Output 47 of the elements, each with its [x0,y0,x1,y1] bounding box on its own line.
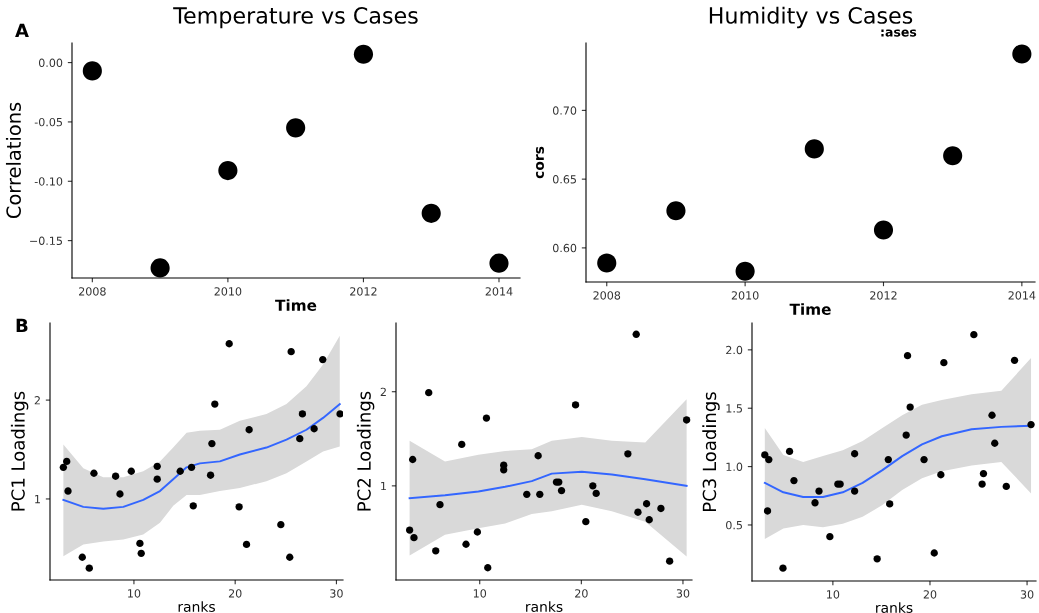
y-tick-label: 0.60 [552,243,577,253]
x-tick-label: 30 [676,589,690,598]
x-tick-label: 10 [473,589,487,598]
y-tick-label: 0.5 [726,520,742,530]
y-tick-label: 2 [380,387,386,396]
y-axis-title: PC2 Loadings [356,391,375,511]
x-tick-label: 2012 [350,287,377,296]
x-tick-label: 2012 [870,291,897,300]
y-axis-title: PC1 Loadings [10,391,29,511]
x-tick-label: 30 [1020,590,1034,599]
y-tick-label: 0.00 [38,58,63,67]
y-tick-label: -0.05 [34,117,62,127]
text: B [16,318,28,332]
x-tick-label: 20 [923,590,937,599]
x-axis-title: ranks [526,601,563,612]
x-axis-title: ranks [178,601,215,612]
x-tick-label: 2008 [79,287,106,296]
text: :ases [881,29,917,37]
chart-title: Humidity vs Cases [709,6,913,29]
x-tick-label: 20 [228,589,242,598]
x-axis-title: Time [275,299,317,311]
y-axis-title: cors [536,146,544,179]
x-tick-label: 10 [827,590,840,599]
y-tick-label: 1 [381,481,386,491]
x-axis-title: ranks [876,602,913,613]
y-tick-label: 2 [34,396,40,405]
y-axis-title: PC3 Loadings [702,392,720,511]
y-tick-label: 1 [35,495,40,504]
y-tick-label: 2.0 [726,345,743,355]
x-tick-label: 2010 [731,291,759,300]
x-tick-label: 2014 [485,287,513,296]
x-tick-label: 30 [330,589,343,598]
x-tick-label: 2010 [214,287,242,296]
y-tick-label: −0.15 [30,236,62,245]
x-tick-label: 2014 [1008,291,1036,300]
chart-title: Temperature vs Cases [173,7,418,29]
y-tick-label: 1.5 [726,404,742,413]
x-tick-label: 10 [128,589,141,598]
x-tick-label: 20 [575,589,588,598]
y-tick-label: 0.65 [552,175,576,184]
y-tick-label: 0.70 [552,106,577,115]
text: A [15,23,29,37]
y-tick-label: -0.10 [34,177,63,186]
x-tick-label: 2008 [593,291,621,300]
x-axis-title: Time [789,303,831,315]
y-tick-label: 1.0 [726,462,743,471]
y-axis-title: Correlations [5,102,21,219]
